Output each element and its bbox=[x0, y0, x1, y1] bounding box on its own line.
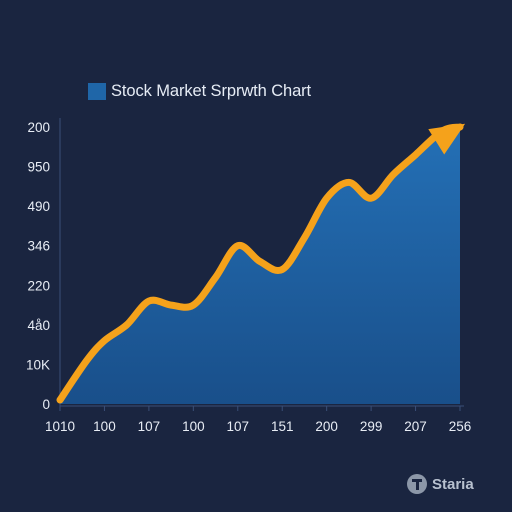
y-tick-label: 220 bbox=[27, 278, 50, 293]
trend-arrow-head bbox=[428, 123, 466, 155]
x-tick-label: 1010 bbox=[45, 419, 75, 434]
y-tick-label: 490 bbox=[27, 199, 50, 214]
x-tick-label: 299 bbox=[360, 419, 383, 434]
watermark-text: Staria bbox=[432, 475, 474, 493]
series-line bbox=[56, 123, 464, 404]
staria-logo-icon bbox=[407, 474, 427, 494]
watermark: Staria bbox=[407, 474, 474, 494]
x-tick-label: 256 bbox=[449, 419, 472, 434]
x-tick-label: 107 bbox=[138, 419, 161, 434]
y-tick-label: 4å0 bbox=[27, 318, 50, 333]
x-tick-label: 207 bbox=[404, 419, 427, 434]
legend-swatch bbox=[88, 83, 106, 100]
y-tick-label: 10K bbox=[26, 357, 50, 372]
y-tick-label: 0 bbox=[42, 397, 50, 412]
x-tick-label: 100 bbox=[182, 419, 205, 434]
legend-label: Stock Market Srprwth Chart bbox=[111, 82, 312, 100]
y-tick-label: 200 bbox=[27, 120, 50, 135]
y-tick-label: 346 bbox=[27, 239, 50, 254]
x-tick-label: 100 bbox=[93, 419, 116, 434]
x-tick-label: 107 bbox=[227, 419, 250, 434]
x-tick-label: 200 bbox=[315, 419, 338, 434]
legend: Stock Market Srprwth Chart bbox=[88, 82, 311, 101]
y-tick-label: 950 bbox=[27, 160, 50, 175]
x-tick-label: 151 bbox=[271, 419, 294, 434]
